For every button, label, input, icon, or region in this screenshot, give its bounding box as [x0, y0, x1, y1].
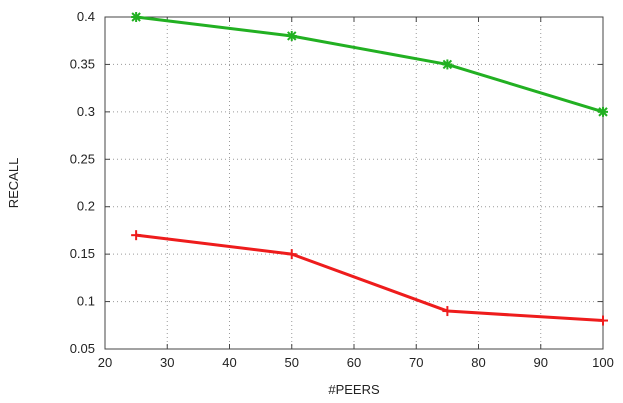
- series-2-marker: [286, 249, 297, 260]
- series-2-marker: [598, 315, 608, 326]
- x-tick-label: 40: [222, 355, 236, 370]
- gridlines: [105, 17, 603, 349]
- x-tick-label: 70: [409, 355, 423, 370]
- x-axis-label: #PEERS: [328, 382, 380, 397]
- y-tick-label: 0.3: [77, 104, 95, 119]
- series-1-marker: [131, 12, 142, 22]
- series-1-marker: [598, 106, 608, 117]
- y-tick-label: 0.15: [70, 246, 95, 261]
- series-line-2: [135, 233, 604, 323]
- x-tick-label: 90: [534, 355, 548, 370]
- axis-ticks: 20 30 40 50 60 70 80 90 100 0.05 0.1 0.15 0.2 0.25 0.3…: [70, 9, 614, 370]
- x-tick-label: 60: [347, 355, 361, 370]
- y-axis-label: RECALL: [6, 158, 21, 209]
- y-tick-label: 0.05: [70, 341, 95, 356]
- y-tick-label: 0.25: [70, 151, 95, 166]
- y-tick-label: 0.2: [77, 199, 95, 214]
- y-tick-label: 0.4: [77, 9, 95, 24]
- series-1-marker: [442, 59, 453, 70]
- x-tick-label: 20: [98, 355, 112, 370]
- x-tick-label: 50: [285, 355, 299, 370]
- series-2-marker: [442, 306, 453, 317]
- series-1-marker: [286, 30, 297, 41]
- series-line-1: [135, 15, 604, 114]
- plot-frame: [104, 16, 604, 350]
- y-tick-label: 0.35: [70, 56, 95, 71]
- series-2-marker: [131, 230, 142, 241]
- x-tick-label: 100: [592, 355, 614, 370]
- series-group: [131, 12, 608, 326]
- x-tick-label: 30: [160, 355, 174, 370]
- y-tick-label: 0.1: [77, 294, 95, 309]
- x-tick-label: 80: [471, 355, 485, 370]
